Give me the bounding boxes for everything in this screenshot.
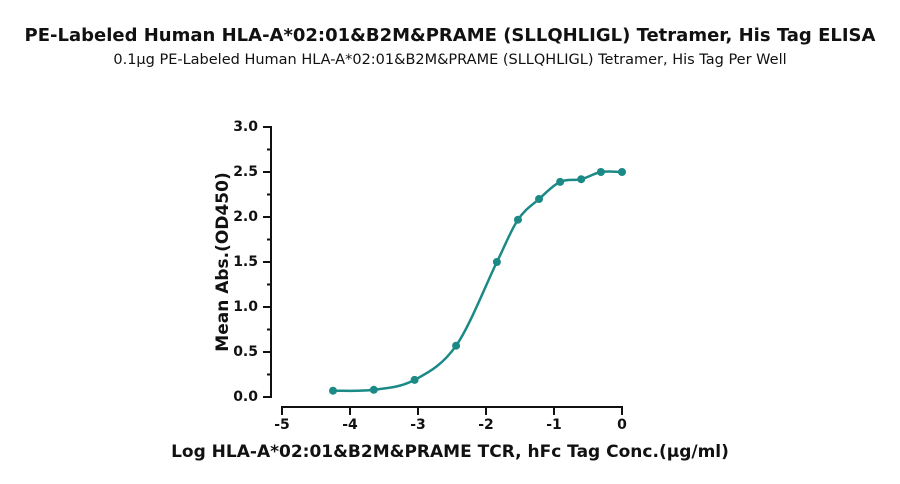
data-point [535,195,544,203]
fit-curve [332,170,623,393]
y-tick-label: 1.0 [233,299,258,315]
chart-subtitle: 0.1μg PE-Labeled Human HLA-A*02:01&B2M&P… [113,52,786,68]
data-point [492,258,501,266]
y-tick-label: 3.0 [233,119,258,135]
chart-title: PE-Labeled Human HLA-A*02:01&B2M&PRAME (… [25,25,876,46]
y-tick-label: 2.0 [233,209,258,225]
data-point [452,341,461,350]
x-tick-label: 0 [617,417,627,433]
data-point [329,386,337,395]
x-tick-label: -1 [546,417,562,433]
data-point [513,215,522,224]
data-point [618,168,626,176]
y-tick-label: 2.5 [233,164,258,180]
data-point [556,177,565,186]
x-axis-label: Log HLA-A*02:01&B2M&PRAME TCR, hFc Tag C… [171,442,729,462]
data-point [577,175,586,184]
data-point [369,385,378,394]
y-tick-label: 0.5 [233,344,258,360]
x-tick-label: -5 [274,417,290,433]
y-tick-label: 0.0 [233,389,258,405]
x-tick-label: -3 [410,417,426,433]
data-point [596,168,605,176]
x-tick-label: -2 [478,417,494,433]
x-tick-label: -4 [342,417,358,433]
y-axis-label: Mean Abs.(OD450) [213,172,233,351]
data-point [410,375,419,384]
y-tick-label: 1.5 [233,254,258,270]
